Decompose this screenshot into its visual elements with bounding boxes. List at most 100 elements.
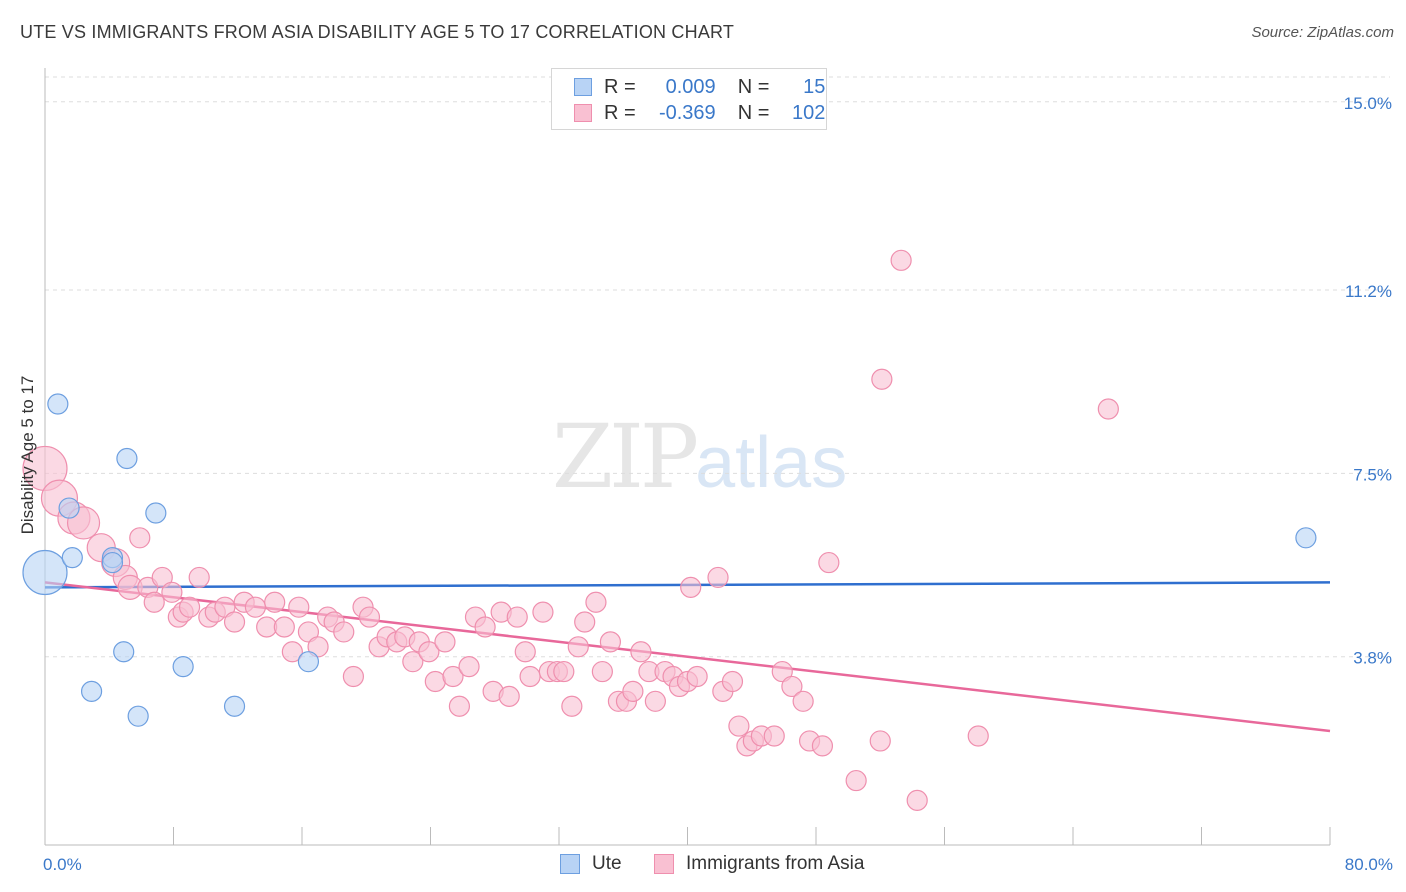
asia-point	[763, 725, 785, 747]
asia-point	[553, 660, 575, 683]
asia-point	[811, 735, 834, 757]
x-tick-label: 0.0%	[43, 855, 82, 874]
ute-point	[116, 447, 138, 470]
tick-labels: 3.8% 7.5% 11.2% 15.0% 0.0% 80.0%	[43, 94, 1393, 874]
ute-point	[58, 497, 80, 519]
asia-point	[506, 606, 528, 628]
ute-point	[47, 393, 69, 415]
ute-point	[1295, 527, 1317, 549]
asia-point	[297, 621, 320, 643]
legend-swatch-asia	[574, 104, 592, 122]
asia-point	[178, 596, 201, 618]
legend-r-value: -0.369	[658, 101, 716, 124]
y-tick-label: 15.0%	[1344, 94, 1392, 113]
asia-point	[288, 596, 310, 618]
legend-r-label: R =	[604, 75, 636, 98]
asia-point	[771, 660, 793, 683]
asia-point	[244, 596, 267, 618]
asia-point	[967, 725, 989, 747]
asia-point	[574, 611, 596, 633]
asia-point	[591, 660, 613, 683]
source-label: Source: ZipAtlas.com	[1251, 24, 1394, 41]
asia-point	[680, 576, 702, 598]
asia-point	[442, 665, 464, 688]
bottom-legend-label-ute: Ute	[592, 853, 622, 874]
asia-point	[498, 685, 520, 707]
asia-point	[1097, 398, 1119, 420]
legend-n-value: 15	[803, 75, 826, 98]
ute-point	[61, 547, 83, 569]
asia-point	[188, 566, 210, 589]
asia-point	[424, 670, 446, 693]
asia-point	[161, 581, 183, 603]
legend-n-value: 102	[792, 101, 826, 124]
ute-point	[172, 656, 194, 678]
bottom-legend-ute: Ute	[560, 852, 622, 876]
asia-point	[129, 527, 151, 549]
asia-point	[721, 670, 744, 693]
asia-point	[256, 616, 278, 638]
x-tick-label: 80.0%	[1345, 855, 1393, 874]
chart-title: UTE VS IMMIGRANTS FROM ASIA DISABILITY A…	[20, 22, 735, 42]
asia-point	[622, 680, 644, 703]
asia-point	[561, 695, 583, 717]
asia-point	[151, 566, 173, 589]
asia-point	[514, 641, 536, 663]
ute-point	[113, 641, 135, 663]
asia-point	[264, 591, 286, 613]
asia-point	[585, 591, 607, 613]
asia-point	[143, 591, 165, 613]
asia-point	[630, 641, 652, 663]
bottom-legend-swatch-asia	[654, 854, 674, 874]
legend-n-label: N =	[737, 101, 770, 124]
ute-point	[145, 502, 167, 524]
asia-point	[869, 730, 891, 752]
legend-r-value: 0.009	[665, 75, 716, 98]
asia-point	[458, 656, 480, 678]
asia-point	[434, 631, 456, 653]
asia-point	[792, 690, 814, 712]
asia-point	[532, 601, 554, 623]
legend-row-asia: R = -0.369 N = 102	[574, 100, 825, 126]
ute-point	[127, 705, 149, 727]
asia-point	[448, 695, 471, 717]
ute-point	[22, 549, 68, 596]
asia-point	[599, 631, 622, 653]
legend-r-label: R =	[604, 101, 636, 124]
asia-point	[644, 690, 666, 712]
asia-point	[781, 675, 803, 698]
asia-point	[223, 611, 246, 633]
y-axis-label: Disability Age 5 to 17	[18, 375, 37, 535]
asia-point	[307, 636, 329, 658]
ute-point	[80, 680, 103, 703]
legend-row-ute: R = 0.009 N = 15	[574, 74, 825, 100]
y-tick-label: 3.8%	[1353, 649, 1392, 668]
ute-point	[297, 651, 320, 673]
ute-point	[223, 695, 246, 717]
legend-n-label: N =	[737, 75, 770, 98]
asia-point	[728, 715, 750, 737]
bottom-legend-asia: Immigrants from Asia	[654, 852, 864, 876]
asia-point	[281, 641, 303, 663]
asia-point	[333, 621, 355, 643]
asia-point	[567, 636, 589, 658]
asia-point	[402, 651, 424, 673]
asia-point	[707, 566, 729, 589]
asia-point	[358, 606, 381, 628]
bottom-legend-swatch-ute	[560, 854, 580, 874]
correlation-legend: R = 0.009 N = 15 R = -0.369 N = 102	[551, 68, 827, 130]
asia-point	[474, 616, 496, 638]
asia-point	[418, 641, 440, 663]
watermark: ZIPatlas	[552, 405, 847, 508]
asia-point	[519, 665, 541, 688]
asia-point	[890, 249, 912, 271]
asia-point	[845, 769, 867, 792]
bottom-legend-label-asia: Immigrants from Asia	[686, 853, 865, 874]
asia-point	[818, 551, 840, 574]
asia-point	[871, 368, 893, 390]
asia-point	[906, 789, 928, 812]
y-tick-label: 7.5%	[1353, 465, 1392, 484]
ute-point	[101, 551, 124, 574]
watermark-atlas: atlas	[695, 423, 848, 503]
